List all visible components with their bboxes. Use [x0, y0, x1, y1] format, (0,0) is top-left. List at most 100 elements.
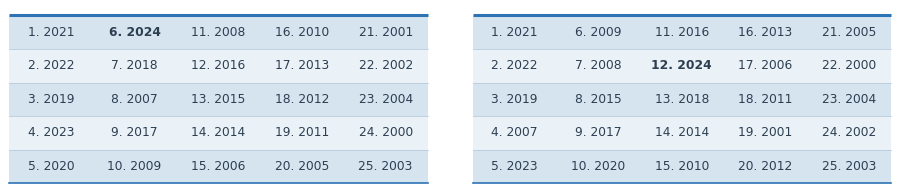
- Bar: [807, 49, 891, 83]
- Bar: [807, 15, 891, 49]
- Text: 2. 2022: 2. 2022: [28, 59, 74, 72]
- Text: 15. 2006: 15. 2006: [191, 160, 246, 173]
- Bar: [260, 116, 344, 150]
- Bar: [807, 150, 891, 183]
- Text: 3. 2019: 3. 2019: [28, 93, 74, 106]
- Bar: [472, 116, 556, 150]
- Text: 13. 2015: 13. 2015: [191, 93, 246, 106]
- Bar: [640, 15, 724, 49]
- Text: 12. 2016: 12. 2016: [191, 59, 246, 72]
- Bar: [9, 49, 93, 83]
- Text: 19. 2011: 19. 2011: [274, 126, 329, 140]
- Bar: [724, 116, 807, 150]
- Text: 25. 2003: 25. 2003: [822, 160, 877, 173]
- Bar: [344, 83, 428, 116]
- Bar: [807, 116, 891, 150]
- Bar: [640, 116, 724, 150]
- Bar: [9, 150, 93, 183]
- Bar: [260, 49, 344, 83]
- Text: 12. 2024: 12. 2024: [652, 59, 712, 72]
- Bar: [93, 49, 176, 83]
- Bar: [9, 116, 93, 150]
- Bar: [176, 15, 260, 49]
- Bar: [472, 83, 556, 116]
- Text: 15. 2010: 15. 2010: [654, 160, 709, 173]
- Text: 23. 2004: 23. 2004: [822, 93, 877, 106]
- Text: 6. 2009: 6. 2009: [575, 26, 621, 39]
- Text: 16. 2010: 16. 2010: [274, 26, 329, 39]
- Bar: [724, 15, 807, 49]
- Text: 21. 2005: 21. 2005: [822, 26, 877, 39]
- Text: 7. 2008: 7. 2008: [575, 59, 621, 72]
- Text: 1. 2021: 1. 2021: [28, 26, 74, 39]
- Text: 13. 2018: 13. 2018: [654, 93, 709, 106]
- Bar: [9, 15, 93, 49]
- Bar: [93, 83, 176, 116]
- Text: 4. 2023: 4. 2023: [28, 126, 74, 140]
- Text: 9. 2017: 9. 2017: [575, 126, 621, 140]
- Bar: [93, 15, 176, 49]
- Bar: [640, 49, 724, 83]
- Text: 8. 2007: 8. 2007: [112, 93, 158, 106]
- Bar: [472, 49, 556, 83]
- Text: 22. 2000: 22. 2000: [822, 59, 877, 72]
- Bar: [472, 15, 556, 49]
- Text: 20. 2012: 20. 2012: [738, 160, 793, 173]
- Text: 14. 2014: 14. 2014: [654, 126, 709, 140]
- Text: 10. 2020: 10. 2020: [571, 160, 626, 173]
- Text: 1. 2021: 1. 2021: [491, 26, 537, 39]
- Bar: [260, 150, 344, 183]
- Text: 9. 2017: 9. 2017: [112, 126, 158, 140]
- Text: 10. 2009: 10. 2009: [107, 160, 162, 173]
- Bar: [556, 49, 640, 83]
- Bar: [344, 49, 428, 83]
- Bar: [176, 116, 260, 150]
- Text: 5. 2020: 5. 2020: [28, 160, 74, 173]
- Text: 20. 2005: 20. 2005: [274, 160, 329, 173]
- Text: 14. 2014: 14. 2014: [191, 126, 246, 140]
- Text: 18. 2011: 18. 2011: [738, 93, 793, 106]
- Text: 3. 2019: 3. 2019: [491, 93, 537, 106]
- Text: 22. 2002: 22. 2002: [358, 59, 413, 72]
- Bar: [344, 150, 428, 183]
- Bar: [556, 116, 640, 150]
- Bar: [93, 150, 176, 183]
- Bar: [9, 83, 93, 116]
- Bar: [260, 83, 344, 116]
- Bar: [556, 150, 640, 183]
- Text: 19. 2001: 19. 2001: [738, 126, 793, 140]
- Text: 6. 2024: 6. 2024: [109, 26, 160, 39]
- Bar: [472, 150, 556, 183]
- Bar: [556, 15, 640, 49]
- Text: 18. 2012: 18. 2012: [274, 93, 329, 106]
- Bar: [260, 15, 344, 49]
- Text: 11. 2016: 11. 2016: [654, 26, 709, 39]
- Text: 8. 2015: 8. 2015: [575, 93, 621, 106]
- Text: 16. 2013: 16. 2013: [738, 26, 793, 39]
- Bar: [93, 116, 176, 150]
- Bar: [640, 83, 724, 116]
- Bar: [807, 83, 891, 116]
- Text: 23. 2004: 23. 2004: [358, 93, 413, 106]
- Bar: [556, 83, 640, 116]
- Bar: [640, 150, 724, 183]
- Text: 17. 2006: 17. 2006: [738, 59, 793, 72]
- Text: 7. 2018: 7. 2018: [112, 59, 158, 72]
- Bar: [724, 49, 807, 83]
- Bar: [176, 150, 260, 183]
- Bar: [344, 15, 428, 49]
- Bar: [344, 116, 428, 150]
- Text: 5. 2023: 5. 2023: [491, 160, 537, 173]
- Text: 11. 2008: 11. 2008: [191, 26, 246, 39]
- Bar: [724, 150, 807, 183]
- Bar: [176, 83, 260, 116]
- Bar: [724, 83, 807, 116]
- Text: 2. 2022: 2. 2022: [491, 59, 537, 72]
- Text: 21. 2001: 21. 2001: [358, 26, 413, 39]
- Text: 17. 2013: 17. 2013: [274, 59, 329, 72]
- Text: 24. 2002: 24. 2002: [822, 126, 877, 140]
- Text: 4. 2007: 4. 2007: [491, 126, 537, 140]
- Text: 24. 2000: 24. 2000: [358, 126, 413, 140]
- Text: 25. 2003: 25. 2003: [358, 160, 413, 173]
- Bar: [176, 49, 260, 83]
